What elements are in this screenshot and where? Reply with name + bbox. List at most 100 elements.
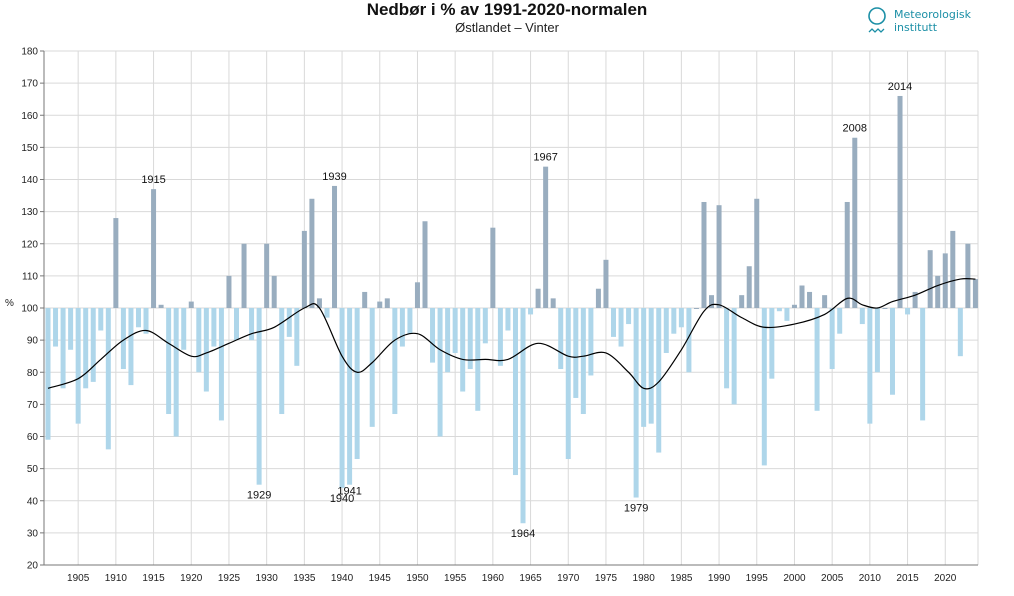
bar-1926 — [234, 308, 239, 341]
bar-1924 — [218, 308, 224, 421]
bar-1938 — [324, 308, 330, 318]
y-tick-label: 70 — [27, 400, 39, 411]
bar-1956 — [460, 308, 466, 392]
bar-1916 — [158, 304, 164, 308]
bar-1914 — [143, 308, 149, 334]
smoothed-curve — [47, 278, 976, 390]
bar-2003 — [814, 308, 820, 411]
bar-1994 — [746, 266, 752, 308]
y-axis-label: % — [5, 298, 14, 309]
annotation-1915: 1915 — [141, 174, 165, 186]
bar-1907 — [90, 308, 96, 382]
bar-1906 — [83, 308, 89, 389]
x-tick-label: 2020 — [934, 573, 957, 584]
x-tick-label: 1935 — [293, 573, 316, 584]
bar-1989 — [709, 295, 715, 308]
bar-1944 — [369, 308, 375, 427]
annotation-1964: 1964 — [511, 528, 535, 540]
bar-1984 — [671, 308, 677, 334]
bar-1902 — [53, 308, 59, 347]
x-tick-label: 1975 — [595, 573, 618, 584]
bar-1959 — [482, 308, 488, 344]
bar-1920 — [188, 301, 194, 308]
bar-1947 — [392, 308, 398, 415]
bar-1939 — [332, 185, 338, 308]
grid-lines — [44, 50, 979, 566]
annotation-2014: 2014 — [888, 81, 912, 93]
x-tick-label: 1960 — [482, 573, 505, 584]
bar-1913 — [135, 308, 141, 328]
bar-1942 — [354, 308, 360, 459]
bar-2018 — [927, 250, 933, 308]
bar-1988 — [701, 201, 707, 308]
y-tick-label: 30 — [27, 528, 39, 539]
bar-1960 — [490, 227, 496, 308]
bars — [45, 95, 978, 524]
bar-1915 — [151, 189, 157, 308]
bar-1964 — [520, 308, 526, 524]
bar-1991 — [724, 308, 730, 389]
bar-2021 — [950, 230, 956, 308]
bar-1979 — [633, 308, 639, 498]
x-tick-label: 2015 — [896, 573, 919, 584]
bar-1997 — [769, 308, 775, 379]
bar-1945 — [377, 301, 383, 308]
y-tick-label: 90 — [27, 336, 39, 347]
bar-1937 — [316, 298, 322, 308]
y-tick-label: 20 — [27, 561, 39, 572]
bar-2014 — [897, 95, 903, 308]
bar-1981 — [648, 308, 654, 424]
bar-1980 — [641, 308, 647, 427]
bar-1931 — [271, 275, 277, 308]
bar-1933 — [286, 308, 292, 337]
x-tick-label: 1955 — [444, 573, 467, 584]
x-tick-label: 1995 — [746, 573, 769, 584]
bar-1983 — [663, 308, 669, 353]
bar-1918 — [173, 308, 179, 437]
x-tick-label: 2000 — [783, 573, 806, 584]
bar-2000 — [791, 304, 797, 308]
y-tick-label: 150 — [21, 143, 38, 154]
bar-1909 — [105, 308, 111, 450]
bar-1998 — [776, 308, 782, 312]
bar-1970 — [565, 308, 571, 459]
bar-2016 — [912, 291, 918, 308]
bar-1946 — [384, 298, 390, 308]
y-tick-label: 170 — [21, 79, 38, 90]
bar-1985 — [678, 308, 684, 328]
y-tick-label: 80 — [27, 368, 39, 379]
bar-1908 — [98, 308, 104, 331]
bar-1912 — [128, 308, 134, 386]
bar-2020 — [942, 253, 948, 308]
annotation-1929: 1929 — [247, 490, 271, 502]
axes: 20 30 40 50 60 70 80 90 100 110 120 130 140 150 160 170… — [21, 47, 978, 584]
bar-1923 — [211, 308, 217, 347]
bar-2001 — [799, 285, 805, 308]
chart-subtitle: Østlandet – Vinter — [455, 20, 559, 35]
bar-1975 — [603, 259, 609, 308]
bar-1911 — [120, 308, 126, 370]
x-tick-label: 1950 — [406, 573, 429, 584]
bar-2007 — [844, 201, 850, 308]
bar-1934 — [294, 308, 300, 366]
bar-2006 — [837, 308, 843, 334]
bar-1904 — [68, 308, 74, 350]
y-tick-label: 180 — [21, 47, 38, 58]
bar-1948 — [399, 308, 405, 347]
annotation-2008: 2008 — [843, 123, 867, 135]
bar-1954 — [445, 308, 451, 373]
bar-1973 — [588, 308, 594, 376]
y-tick-label: 100 — [21, 304, 38, 315]
y-tick-label: 40 — [27, 496, 39, 507]
x-tick-label: 1970 — [557, 573, 580, 584]
bar-2002 — [807, 291, 813, 308]
bar-1968 — [550, 298, 556, 308]
smoothed-curve-group — [47, 278, 976, 390]
bar-1940 — [339, 308, 345, 488]
logo-line-1: Meteorologisk — [894, 8, 972, 21]
bar-1987 — [693, 308, 699, 309]
bar-2012 — [882, 308, 888, 309]
bar-1950 — [414, 282, 420, 308]
x-tick-label: 1990 — [708, 573, 731, 584]
bar-1992 — [731, 308, 737, 405]
